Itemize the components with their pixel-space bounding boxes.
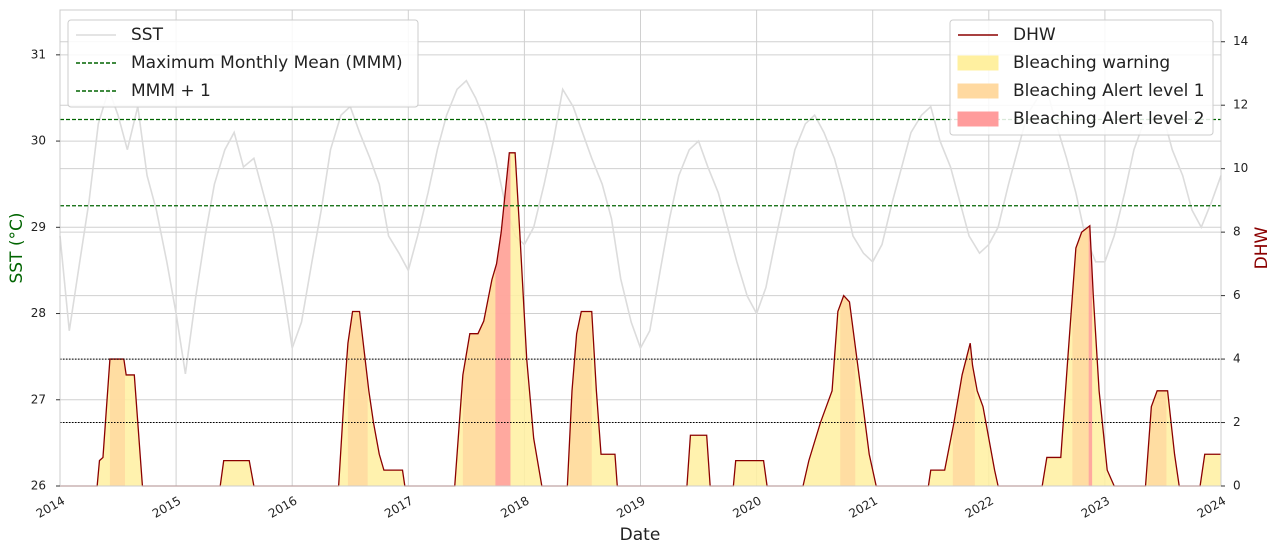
legend-label: Maximum Monthly Mean (MMM)	[131, 53, 403, 73]
y-tick-label: 30	[31, 134, 46, 148]
x-tick-label: 2021	[846, 494, 879, 521]
x-tick-label: 2020	[730, 494, 763, 521]
x-tick-label: 2016	[266, 494, 299, 521]
dhw-line	[60, 152, 1221, 487]
y2-tick-label: 0	[1233, 479, 1241, 493]
x-tick-label: 2017	[382, 494, 415, 521]
y2-tick-label: 12	[1233, 98, 1248, 112]
y2-tick-label: 6	[1233, 288, 1241, 302]
legend-label: Bleaching warning	[1013, 53, 1170, 73]
y-tick-label: 31	[31, 47, 46, 61]
x-axis-label: Date	[620, 525, 661, 545]
y-tick-label: 27	[31, 392, 46, 406]
alert-band	[347, 311, 368, 486]
legend: SST Maximum Monthly Mean (MMM) MMM + 1 DHW B…	[67, 19, 1214, 136]
y2-tick-label: 2	[1233, 415, 1241, 429]
y2-tick-label: 14	[1233, 34, 1248, 48]
legend-box	[67, 19, 419, 108]
alert-band	[840, 295, 856, 486]
x-tick-label: 2024	[1195, 494, 1228, 521]
legend-box	[949, 19, 1214, 136]
y-tick-label: 29	[31, 220, 46, 234]
y-axis-label: SST (°C)	[7, 212, 27, 283]
x-tick-label: 2022	[963, 494, 996, 521]
alert-band	[952, 343, 975, 486]
y2-tick-label: 4	[1233, 352, 1241, 366]
legend-label: SST	[131, 25, 164, 45]
y2-tick-label: 10	[1233, 161, 1248, 175]
alert-band	[462, 267, 496, 486]
legend-label: DHW	[1013, 25, 1056, 45]
y2-tick-label: 8	[1233, 225, 1241, 239]
legend-swatch	[957, 111, 999, 127]
plot-frame	[59, 9, 1222, 487]
y2-axis-label: DHW	[1252, 226, 1272, 269]
x-tick-label: 2023	[1079, 494, 1112, 521]
y-tick-label: 28	[31, 306, 46, 320]
y-tick-label: 26	[31, 479, 46, 493]
legend-swatch	[957, 55, 999, 71]
alert-band	[1072, 226, 1089, 486]
x-tick-label: 2018	[498, 494, 531, 521]
legend-label: MMM + 1	[131, 81, 211, 101]
x-tick-label: 2014	[34, 494, 67, 521]
legend-label: Bleaching Alert level 1	[1013, 81, 1205, 101]
legend-label: Bleaching Alert level 2	[1013, 109, 1205, 129]
alert-band	[1147, 390, 1167, 486]
legend-swatch	[957, 83, 999, 99]
x-tick-label: 2019	[614, 494, 647, 521]
alert-band	[495, 152, 511, 486]
x-tick-label: 2015	[150, 494, 183, 521]
alert-band	[1088, 225, 1093, 486]
